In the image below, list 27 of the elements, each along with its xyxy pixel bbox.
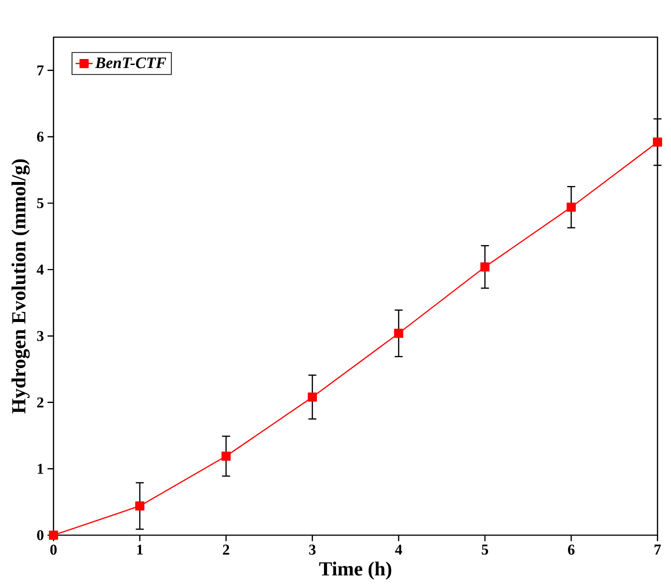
point [652,138,662,147]
point [221,452,231,461]
y-tick-label: 5 [37,198,44,208]
point [394,328,404,338]
x-tick-label: 0 [50,544,57,555]
point [480,262,490,272]
x-tick-label: 5 [482,544,488,555]
legend-label: BenT-CTF [95,58,166,68]
point [566,202,576,212]
point [308,392,317,402]
x-tick-label: 3 [309,544,316,555]
point [135,501,144,511]
y-tick-label: 0 [37,530,44,540]
x-axis-title: Time (h) [319,562,392,580]
point [48,530,58,540]
y-axis-title: Hydrogen Evolution (mmol/g) [11,159,30,414]
y-tick-label: 4 [36,264,44,274]
y-tick-label: 1 [38,464,44,474]
y-tick-label: 7 [37,65,44,76]
y-tick-label: 3 [37,330,44,341]
x-tick-label: 2 [222,544,230,555]
y-tick-label: 2 [37,397,44,408]
x-tick-label: 4 [395,544,402,555]
x-tick-label: 6 [568,544,575,555]
x-tick-label: 1 [137,544,143,555]
y-tick-label: 6 [37,132,44,142]
x-tick-label: 7 [654,544,661,554]
